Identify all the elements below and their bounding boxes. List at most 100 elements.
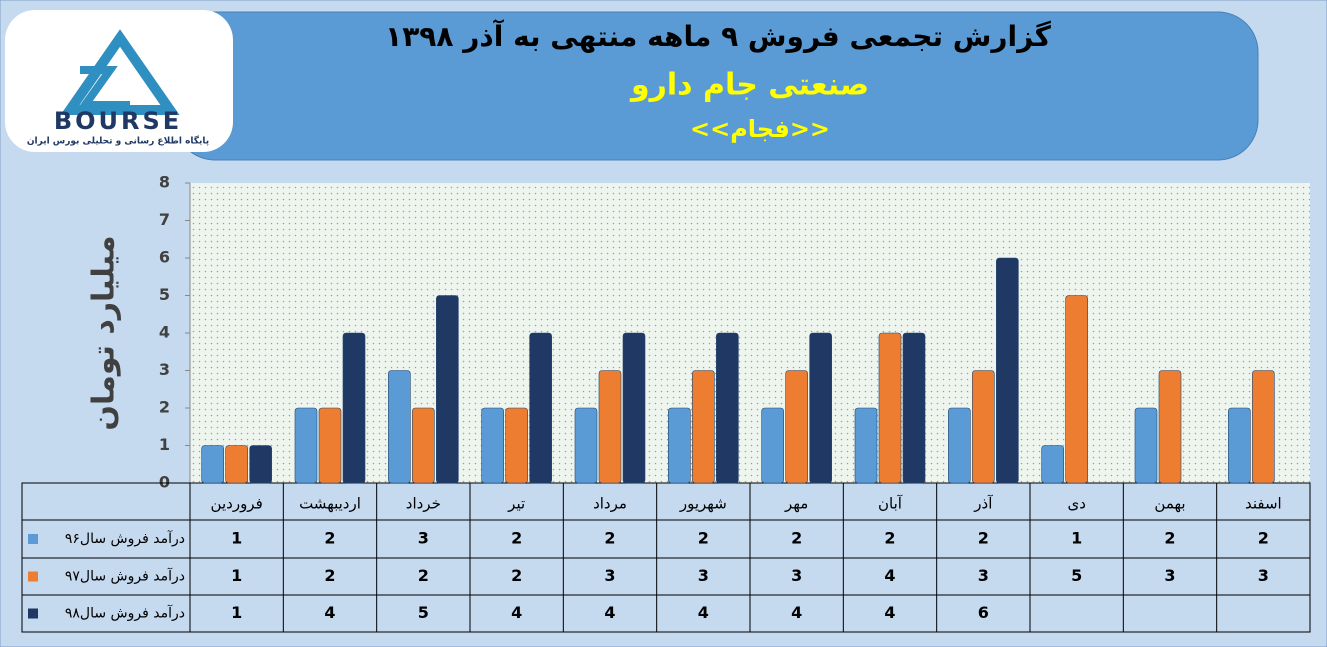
bar (854, 407, 878, 484)
y-tick-label: 6 (159, 248, 170, 267)
x-tick-label: آبان (878, 495, 903, 513)
bar (436, 295, 459, 484)
table-value: 2 (1258, 529, 1269, 548)
table-value: 1 (231, 603, 242, 622)
y-tick-label: 1 (159, 435, 170, 454)
bar (809, 332, 832, 484)
y-tick-label: 4 (159, 323, 170, 342)
bar (1158, 370, 1182, 484)
table-value: 5 (418, 603, 429, 622)
bar (761, 407, 784, 484)
table-value: 3 (978, 566, 989, 585)
chart-subtitle: صنعتی جام دارو (629, 68, 869, 103)
x-tick-label: بهمن (1154, 495, 1185, 513)
table-value: 2 (604, 529, 615, 548)
x-tick-label: اسفند (1245, 495, 1282, 513)
table-value: 3 (604, 566, 615, 585)
table-value: 1 (231, 566, 242, 585)
x-tick-label: خرداد (406, 495, 441, 513)
bar (201, 445, 224, 484)
y-axis-label: میلیارد تومان (87, 235, 122, 430)
x-tick-label: تیر (507, 495, 525, 513)
bar (785, 370, 808, 484)
y-tick-label: 7 (159, 210, 170, 229)
bar (716, 332, 739, 484)
y-tick-label: 5 (159, 285, 170, 304)
bar (481, 407, 504, 484)
bar (996, 257, 1019, 484)
legend-swatch (28, 571, 38, 582)
table-value: 4 (791, 603, 802, 622)
table-value: 4 (698, 603, 709, 622)
table-value: 2 (418, 566, 429, 585)
table-value: 6 (978, 603, 989, 622)
legend-label: درآمد فروش سال۹۷ (65, 568, 185, 585)
table-value: 2 (511, 566, 522, 585)
table-value: 5 (1071, 566, 1082, 585)
bar (1228, 407, 1251, 484)
bar (668, 407, 691, 484)
table-value: 2 (324, 566, 335, 585)
bar (948, 407, 971, 484)
bar (878, 332, 902, 484)
y-tick-label: 0 (159, 473, 170, 492)
bar (294, 407, 318, 484)
table-value: 3 (791, 566, 802, 585)
logo-text: BOURSE (54, 107, 182, 135)
bar (388, 370, 411, 484)
table-value: 4 (884, 566, 895, 585)
y-tick-label: 2 (159, 398, 170, 417)
table-value: 2 (884, 529, 895, 548)
y-tick-label: 8 (159, 173, 170, 192)
legend-label: درآمد فروش سال۹۸ (65, 605, 185, 622)
x-tick-label: فروردین (211, 495, 263, 513)
symbol: <<فجام>> (690, 115, 830, 143)
table-value: 2 (791, 529, 802, 548)
legend-label: درآمد فروش سال۹۶ (65, 530, 185, 547)
bar (622, 332, 646, 484)
bar (1134, 407, 1158, 484)
table-value: 4 (324, 603, 335, 622)
x-tick-label: اردیبهشت (299, 495, 361, 513)
x-tick-label: مرداد (593, 495, 627, 513)
table-value: 2 (698, 529, 709, 548)
bar (412, 407, 435, 484)
table-value: 1 (1071, 529, 1082, 548)
x-tick-label: شهریور (679, 495, 727, 513)
x-tick-label: مهر (784, 495, 808, 513)
plot-area (190, 183, 1310, 483)
bar (574, 407, 598, 484)
table-value: 2 (1164, 529, 1175, 548)
table-value: 2 (511, 529, 522, 548)
table-value: 2 (324, 529, 335, 548)
chart-title: گزارش تجمعی فروش ۹ ماهه منتهی به آذر ۱۳۹… (385, 19, 1051, 53)
logo-caption: پایگاه اطلاع رسانی و تحلیلی بورس ایران (27, 135, 209, 147)
bar (1065, 295, 1088, 484)
legend-swatch (28, 608, 38, 619)
bar (318, 407, 342, 484)
table-value: 3 (418, 529, 429, 548)
bar (529, 332, 552, 484)
table-value: 2 (978, 529, 989, 548)
bar (598, 370, 622, 484)
table-value: 3 (698, 566, 709, 585)
table-value: 1 (231, 529, 242, 548)
table-value: 4 (511, 603, 522, 622)
table-value: 4 (604, 603, 615, 622)
x-tick-label: دی (1067, 495, 1085, 513)
bar (505, 407, 528, 484)
x-tick-label: آذر (973, 495, 993, 513)
bar (342, 332, 366, 484)
table-value: 3 (1258, 566, 1269, 585)
y-tick-label: 3 (159, 360, 170, 379)
bar (225, 445, 248, 484)
bar (902, 332, 926, 484)
legend-swatch (28, 534, 38, 544)
bar (972, 370, 995, 484)
logo: BOURSE پایگاه اطلاع رسانی و تحلیلی بورس … (5, 10, 233, 152)
bar (1252, 370, 1275, 484)
bar (1041, 445, 1064, 484)
table-value: 4 (884, 603, 895, 622)
bar (249, 445, 272, 484)
